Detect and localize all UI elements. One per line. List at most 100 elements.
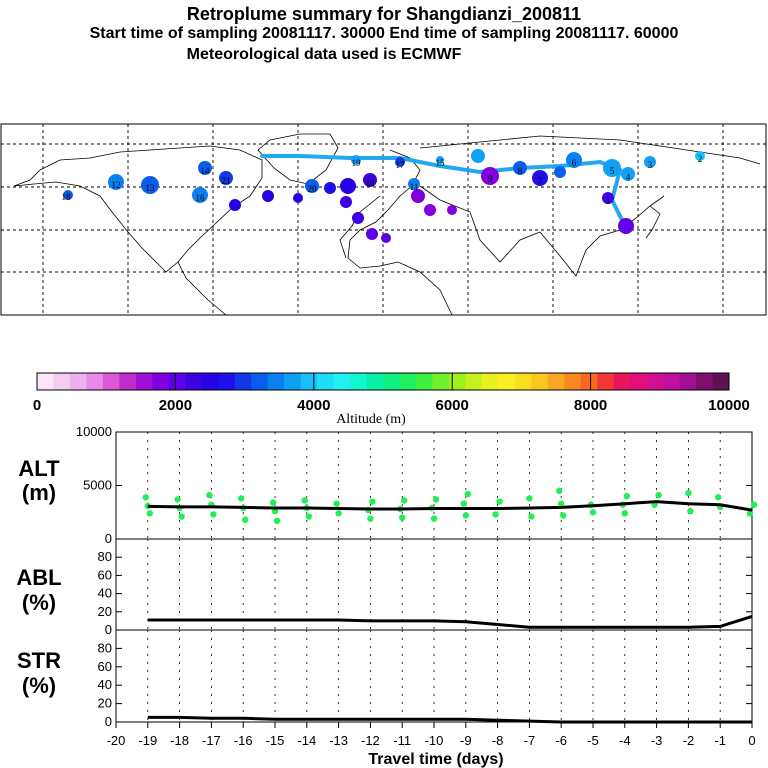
- x-tick-label: -4: [619, 733, 631, 748]
- colorbar-swatch: [646, 373, 664, 390]
- alt-scatter-point: [621, 510, 628, 517]
- trajectory-cluster-point: [621, 167, 635, 181]
- trajectory-cluster-point: [381, 233, 391, 243]
- trajectory-cluster-label: 5: [610, 166, 615, 176]
- colorbar-swatch: [564, 373, 582, 390]
- abl-label: ABL: [16, 565, 61, 590]
- trajectory-cluster-point: [395, 157, 405, 167]
- trajectory-cluster-label: 16: [196, 193, 206, 203]
- trajectory-cluster-label: 11: [410, 182, 419, 192]
- abl-y-tick-label: 0: [105, 622, 112, 637]
- x-tick-label: -9: [460, 733, 472, 748]
- alt-scatter-point: [178, 513, 185, 520]
- alt-scatter-point: [560, 512, 567, 519]
- alt-scatter-point: [746, 510, 754, 517]
- chart-title: Retroplume summary for Shangdianzi_20081…: [186, 4, 582, 24]
- colorbar-swatch: [366, 373, 384, 390]
- colorbar-tick-label: 0: [33, 397, 41, 414]
- trajectory-cluster-label: 13: [146, 183, 156, 193]
- x-tick-label: -12: [361, 733, 380, 748]
- colorbar-swatch: [333, 373, 351, 390]
- alt-scatter-point: [333, 500, 340, 507]
- map-frame: [0, 123, 767, 316]
- abl-y-tick-label: 60: [98, 567, 112, 582]
- trajectory-cluster-point: [618, 218, 634, 234]
- colorbar: 0 2000 4000 6000 8000 10000: [33, 372, 750, 414]
- colorbar-swatch: [498, 373, 516, 390]
- alt-scatter-point: [401, 497, 408, 504]
- colorbar-label: Altitude (m): [336, 412, 406, 427]
- alt-scatter-point: [146, 510, 153, 517]
- x-tick-label: -1: [714, 733, 726, 748]
- alt-unit-label: (m): [22, 480, 56, 505]
- colorbar-swatch: [531, 373, 549, 390]
- colorbar-swatch: [630, 373, 648, 390]
- alt-scatter-point: [715, 494, 722, 501]
- colorbar-swatch: [679, 373, 697, 390]
- trajectory-cluster-point: [141, 176, 159, 194]
- alt-y-tick-label: 0: [105, 531, 112, 546]
- x-tick-label: 0: [748, 733, 755, 748]
- str-y-tick-label: 60: [98, 659, 112, 674]
- colorbar-swatch: [300, 373, 318, 390]
- alt-scatter-point: [687, 507, 694, 515]
- colorbar-swatch: [350, 373, 367, 390]
- colorbar-swatch: [251, 373, 269, 390]
- str-y-tick-label: 20: [98, 696, 112, 711]
- alt-scatter-point: [685, 489, 692, 497]
- trajectory-cluster-point: [351, 155, 361, 165]
- alt-scatter-point: [558, 500, 565, 507]
- trajectory-cluster-label: 2: [698, 154, 703, 164]
- trajectory-cluster-label: 7: [538, 176, 543, 186]
- alt-scatter-point: [589, 509, 597, 516]
- alt-scatter-point: [206, 491, 213, 499]
- trajectory-cluster-label: 3: [648, 160, 653, 170]
- alt-scatter-point: [174, 496, 181, 503]
- trajectory-cluster-point: [602, 192, 614, 204]
- abl-y-tick-label: 20: [98, 604, 112, 619]
- abl-y-tick-label: 80: [98, 549, 112, 564]
- trajectory-cluster-point: [293, 193, 303, 203]
- colorbar-swatch: [432, 373, 450, 390]
- x-axis-label: Travel time (days): [368, 751, 503, 768]
- colorbar-swatch: [399, 373, 417, 390]
- trajectory-cluster-label: 14: [201, 166, 211, 176]
- trajectory-track: [260, 154, 627, 228]
- colorbar-swatch: [119, 373, 137, 390]
- colorbar-swatch: [135, 373, 153, 390]
- colorbar-swatch: [234, 373, 252, 390]
- trajectory-cluster-label: 19: [352, 158, 362, 168]
- x-tick-label: -8: [492, 733, 504, 748]
- x-tick-label: -11: [393, 733, 411, 748]
- trajectory-cluster-point: [366, 228, 378, 240]
- abl-panel-frame: [115, 538, 753, 631]
- alt-scatter-point: [526, 495, 533, 502]
- colorbar-swatch: [415, 373, 433, 390]
- trajectory-cluster-point: [192, 187, 208, 203]
- chart-subtitle-sampling-times: Start time of sampling 20081117. 30000 E…: [89, 25, 679, 42]
- chart-subtitle-meteo: Meteorological data used is ECMWF: [186, 46, 462, 63]
- colorbar-tick-label: 2000: [159, 397, 192, 414]
- trajectory-cluster-point: [324, 182, 336, 194]
- trajectory-cluster-label: 15: [436, 158, 446, 168]
- colorbar-swatch: [53, 373, 71, 390]
- colorbar-swatch: [267, 373, 285, 390]
- trajectory-cluster-point: [408, 178, 420, 190]
- x-tick-label: -2: [683, 733, 695, 748]
- alt-scatter-point: [242, 516, 249, 523]
- alt-scatter-point: [750, 501, 758, 508]
- x-tick-label: -7: [524, 733, 536, 748]
- x-tick-label: -6: [555, 733, 567, 748]
- trajectory-cluster-label: 6: [572, 158, 577, 168]
- alt-y-tick-label: 5000: [83, 478, 112, 493]
- alt-scatter-point: [432, 496, 440, 503]
- colorbar-swatch: [168, 373, 186, 390]
- colorbar-swatch: [37, 373, 54, 390]
- x-tick-label: -20: [107, 733, 126, 748]
- trajectory-cluster-label: 21: [222, 176, 231, 186]
- alt-scatter-point: [623, 493, 630, 500]
- trajectory-cluster-point: [695, 151, 705, 161]
- alt-scatter-point: [369, 498, 376, 505]
